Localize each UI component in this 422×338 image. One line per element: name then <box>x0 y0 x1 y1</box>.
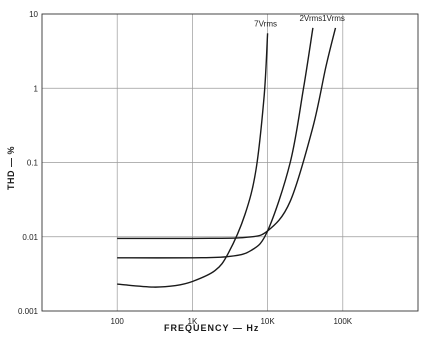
series-label: 2Vrms <box>299 14 322 23</box>
y-tick-label: 0.1 <box>27 159 39 168</box>
series-label: 1Vrms <box>322 14 345 23</box>
y-ticks: 0.001 0.01 0.1 1 10 <box>18 10 39 316</box>
x-tick-label: 10K <box>260 317 275 326</box>
y-tick-label: 0.01 <box>22 233 38 242</box>
x-tick-label: 100 <box>111 317 125 326</box>
y-tick-label: 10 <box>29 10 38 19</box>
x-tick-label: 100K <box>333 317 352 326</box>
series-line-2vrms <box>117 27 314 259</box>
series-line-7vrms <box>117 33 269 288</box>
plot-border <box>41 13 419 312</box>
y-tick-label: 0.001 <box>18 307 39 316</box>
x-ticks: 100 1K 10K 100K <box>111 317 353 326</box>
grid <box>42 14 418 311</box>
series-line-1vrms <box>117 27 337 240</box>
plot-frame <box>41 13 419 312</box>
series-label: 7Vrms <box>254 19 277 28</box>
series-lines <box>117 27 337 288</box>
x-axis-label: FREQUENCY — Hz <box>164 323 260 333</box>
y-axis-label: THD — % <box>6 146 16 190</box>
y-tick-label: 1 <box>34 84 39 93</box>
series-labels: 7Vrms 2Vrms 1Vrms <box>254 14 345 28</box>
x-tick-label: 1K <box>188 317 198 326</box>
y-axis-label-box: THD — % <box>6 146 26 190</box>
